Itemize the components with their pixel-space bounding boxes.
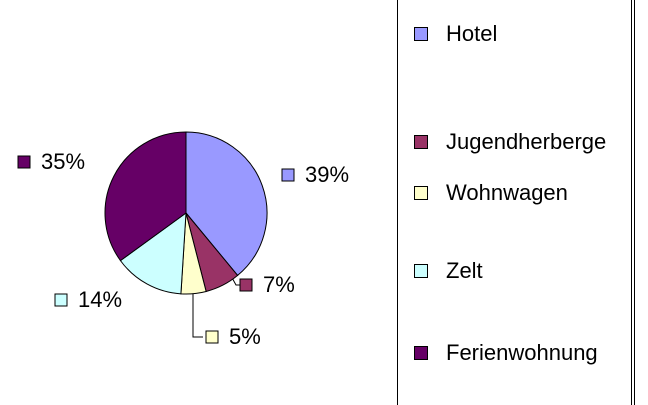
legend-label: Wohnwagen: [446, 180, 568, 205]
label-swatch: [281, 168, 295, 182]
data-label: 39%: [305, 162, 349, 187]
pie-slice: [104, 131, 187, 262]
legend-label: Ferienwohnung: [446, 340, 598, 365]
legend-swatch: [414, 346, 428, 360]
data-label: 35%: [41, 149, 85, 174]
data-label: 14%: [78, 287, 122, 312]
legend-label: Hotel: [446, 21, 498, 46]
legend-label: Zelt: [446, 258, 483, 283]
label-swatch: [239, 278, 253, 292]
legend-label: Jugendherberge: [446, 129, 607, 154]
pie-slice: [185, 131, 268, 277]
leader-line: [192, 292, 203, 338]
legend: Hotel Jugendherberge Wohnwagen Zelt Ferienwo…: [397, 0, 635, 405]
label-swatch: [54, 293, 68, 307]
legend-swatch: [414, 27, 428, 41]
label-swatch: [17, 155, 31, 169]
legend-swatch: [414, 135, 428, 149]
data-label: 5%: [229, 324, 261, 349]
legend-swatch: [414, 264, 428, 278]
data-label: 7%: [263, 272, 295, 297]
pie-slice: [119, 211, 187, 295]
legend-swatch: [414, 186, 428, 200]
label-swatch: [205, 330, 219, 344]
